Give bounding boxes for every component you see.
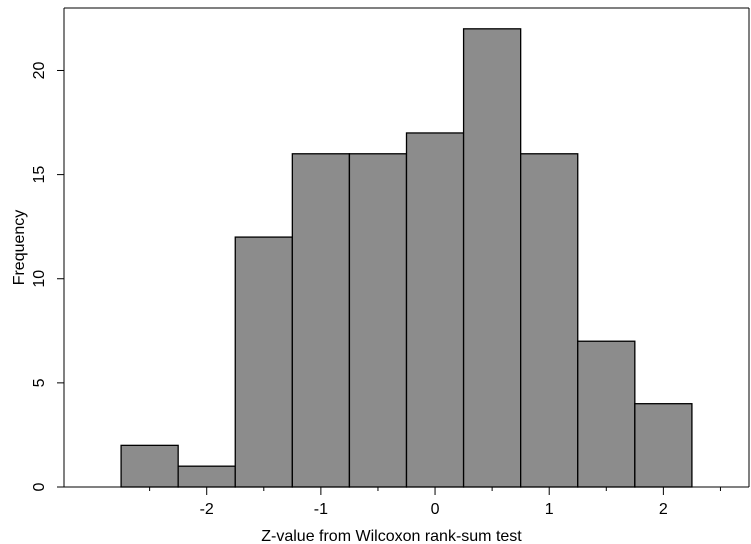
histogram-bar (634, 403, 693, 488)
histogram-bar (462, 28, 522, 488)
histogram-bar (520, 153, 579, 488)
histogram-bar (348, 153, 408, 488)
x-tick-label: 2 (659, 501, 668, 518)
x-tick-label: 0 (431, 501, 440, 518)
histogram-bar (177, 465, 236, 488)
y-tick-label: 0 (31, 482, 48, 491)
histogram-bar (577, 340, 636, 488)
y-axis-label: Frequency (11, 210, 28, 286)
histogram-bar (291, 153, 351, 488)
x-tick-label: 1 (545, 501, 554, 518)
y-tick-label: 20 (31, 61, 48, 79)
axes-group (63, 7, 750, 488)
x-axis-label: Z-value from Wilcoxon rank-sum test (261, 528, 522, 544)
x-tick-label: -2 (200, 501, 214, 518)
x-tick-label: -1 (314, 501, 328, 518)
y-tick-label: 15 (31, 166, 48, 184)
histogram-bar (234, 236, 293, 488)
histogram-bar (120, 444, 179, 488)
y-tick-label: 5 (31, 378, 48, 387)
histogram-bar (405, 132, 465, 488)
bars-group (120, 28, 693, 488)
y-tick-label: 10 (31, 270, 48, 288)
